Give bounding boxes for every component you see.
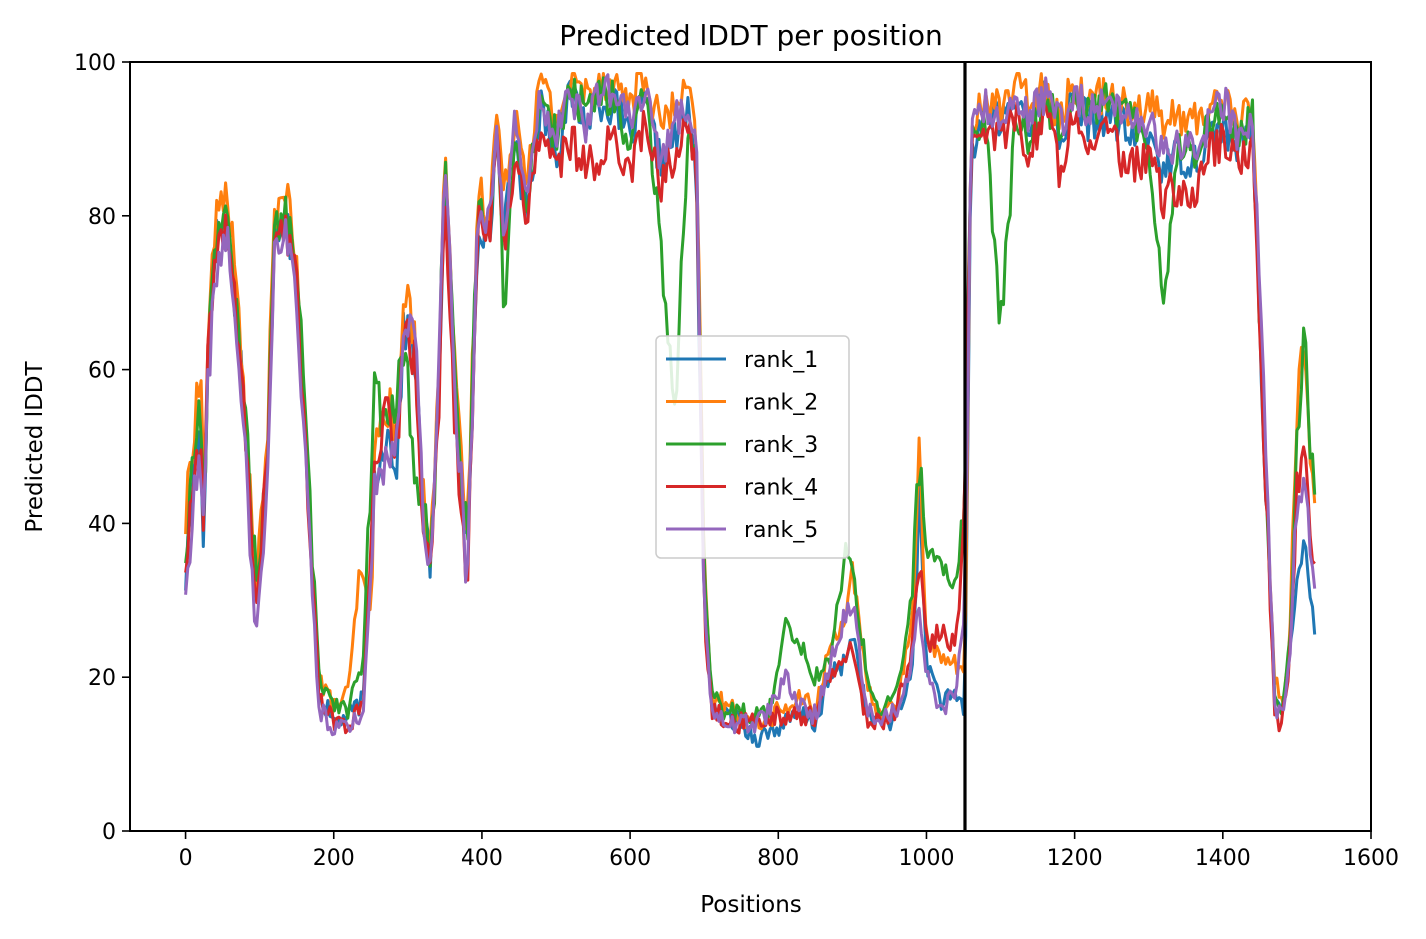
x-tick-label: 1000 — [898, 846, 954, 871]
legend-label-rank_1: rank_1 — [744, 348, 818, 373]
legend-box — [655, 335, 850, 559]
x-tick-label: 600 — [609, 846, 651, 871]
legend-label-rank_3: rank_3 — [744, 433, 818, 458]
legend-label-rank_5: rank_5 — [744, 518, 818, 543]
y-tick-label: 20 — [88, 666, 116, 691]
x-tick-label: 400 — [461, 846, 503, 871]
y-tick-label: 60 — [88, 359, 116, 384]
x-tick-label: 200 — [313, 846, 355, 871]
y-tick-label: 0 — [102, 820, 116, 845]
legend: rank_1 rank_2 rank_3 rank_4 rank_5 — [655, 335, 850, 559]
y-tick-label: 100 — [74, 51, 116, 76]
x-axis: 0 200 400 600 800 1000 1200 1400 1600 — [179, 831, 1399, 871]
plot-area — [129, 61, 1372, 832]
x-tick-label: 1600 — [1343, 846, 1399, 871]
x-tick-label: 800 — [757, 846, 799, 871]
chart-title: Predicted lDDT per position — [559, 19, 943, 52]
series-line-rank_5 — [184, 73, 1317, 737]
x-tick-label: 0 — [179, 846, 193, 871]
series-line-rank_3 — [184, 76, 1317, 725]
x-tick-label: 1200 — [1047, 846, 1103, 871]
y-tick-label: 80 — [88, 205, 116, 230]
legend-label-rank_4: rank_4 — [744, 476, 818, 501]
x-axis-title: Positions — [700, 892, 802, 918]
y-axis-title: Predicted lDDT — [22, 360, 48, 532]
axes-frame — [129, 61, 1372, 832]
y-axis: 0 20 40 60 80 100 — [74, 51, 130, 845]
y-tick-label: 40 — [88, 512, 116, 537]
legend-label-rank_2: rank_2 — [744, 391, 818, 416]
x-tick-label: 1400 — [1195, 846, 1251, 871]
